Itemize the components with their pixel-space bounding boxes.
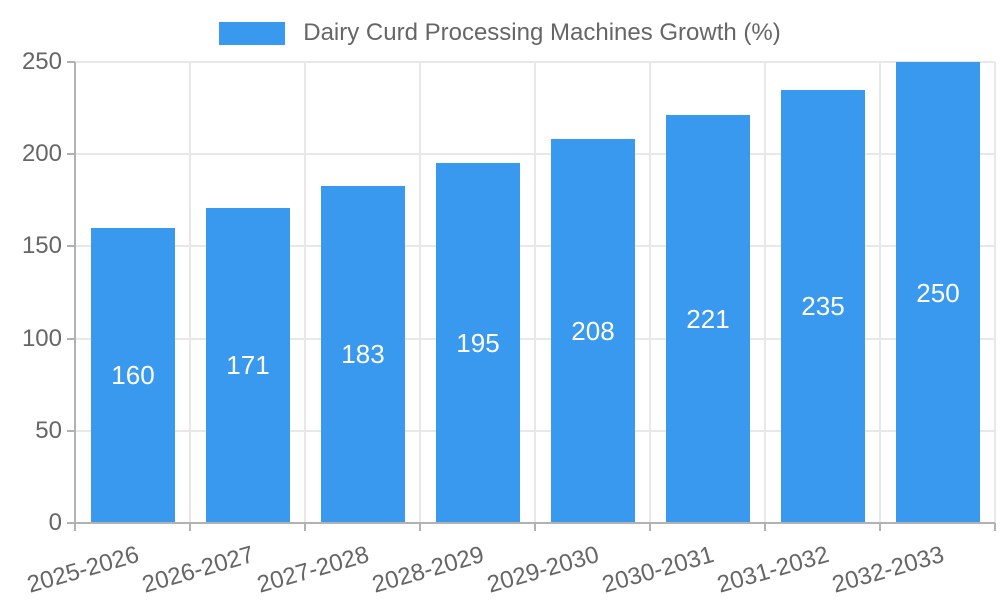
x-gridline [764, 62, 766, 523]
x-gridline [534, 62, 536, 523]
y-tick-mark [67, 153, 75, 156]
x-axis-tick-label: 2028-2029 [368, 541, 487, 599]
x-tick-mark [189, 523, 191, 531]
y-axis-tick-label: 250 [21, 48, 62, 75]
x-axis-tick-label: 2027-2028 [253, 541, 372, 599]
x-tick-mark [994, 523, 996, 531]
bar[interactable] [896, 62, 980, 523]
chart-legend[interactable]: Dairy Curd Processing Machines Growth (%… [0, 19, 1000, 47]
legend-swatch-icon [219, 21, 286, 45]
y-tick-mark [67, 245, 75, 248]
y-axis-line [74, 62, 76, 531]
legend-label: Dairy Curd Processing Machines Growth (%… [303, 19, 781, 46]
y-tick-mark [67, 429, 75, 432]
y-axis-tick-label: 150 [21, 232, 62, 260]
x-axis-tick-label: 2030-2031 [598, 541, 717, 599]
bar-value-label: 235 [801, 291, 845, 322]
bar[interactable] [91, 227, 175, 523]
bar-value-label: 250 [916, 277, 960, 308]
x-tick-mark [764, 523, 766, 531]
x-gridline [994, 62, 996, 523]
x-gridline [189, 62, 191, 523]
x-gridline [879, 62, 881, 523]
bar-value-label: 208 [571, 316, 615, 347]
x-axis-tick-label: 2025-2026 [23, 541, 142, 599]
x-axis-line [67, 522, 995, 524]
y-axis-tick-label: 100 [21, 324, 62, 352]
bar-value-label: 195 [456, 328, 500, 359]
bar[interactable] [666, 115, 750, 523]
x-tick-mark [879, 523, 881, 531]
x-gridline [304, 62, 306, 523]
x-tick-mark [534, 523, 536, 531]
bar[interactable] [321, 185, 405, 523]
y-tick-mark [67, 337, 75, 340]
x-axis-tick-label: 2031-2032 [713, 541, 832, 599]
x-axis-tick-label: 2029-2030 [483, 541, 602, 599]
bar-value-label: 183 [341, 339, 385, 370]
bar-value-label: 221 [686, 304, 730, 335]
bar-value-label: 171 [226, 350, 270, 381]
x-gridline [419, 62, 421, 523]
y-tick-mark [67, 61, 75, 63]
bar[interactable] [206, 207, 290, 523]
x-tick-mark [304, 523, 306, 531]
y-axis-tick-label: 0 [48, 509, 62, 536]
x-axis-tick-label: 2026-2027 [138, 541, 257, 599]
bar[interactable] [436, 163, 520, 523]
bar-value-label: 160 [111, 360, 155, 391]
x-tick-mark [419, 523, 421, 531]
bar[interactable] [551, 139, 635, 523]
y-axis-tick-label: 50 [35, 416, 62, 444]
x-gridline [649, 62, 651, 523]
y-axis-tick-label: 200 [21, 140, 62, 168]
x-axis-tick-label: 2032-2033 [828, 541, 947, 599]
x-tick-mark [649, 523, 651, 531]
bar[interactable] [781, 89, 865, 523]
